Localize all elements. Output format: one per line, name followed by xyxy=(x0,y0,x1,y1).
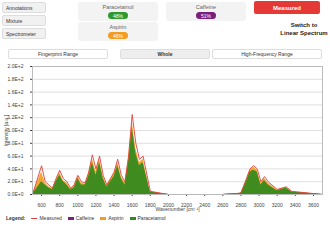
svg-text:1.8E+2: 1.8E+2 xyxy=(8,76,24,82)
html-text:Spectrometer: Spectrometer xyxy=(6,30,36,37)
html-text:Linear Spectrum: Linear Spectrum xyxy=(280,30,328,36)
svg-text:0.0E+0: 0.0E+0 xyxy=(8,191,24,197)
svg-text:2600: 2600 xyxy=(217,202,228,208)
svg-text:Intensity [a.u.]: Intensity [a.u.] xyxy=(3,114,9,146)
html-text:Measured: Measured xyxy=(273,4,301,11)
svg-text:2.0E+1: 2.0E+1 xyxy=(8,178,24,184)
svg-text:4.0E+1: 4.0E+1 xyxy=(8,166,24,172)
svg-text:3400: 3400 xyxy=(290,202,301,208)
svg-text:Wavenumber [cm⁻¹]: Wavenumber [cm⁻¹] xyxy=(155,206,200,212)
svg-text:6.0E+1: 6.0E+1 xyxy=(8,153,24,159)
svg-text:8.0E+1: 8.0E+1 xyxy=(8,140,24,146)
svg-text:600: 600 xyxy=(37,202,46,208)
html-text:Caffeine: Caffeine xyxy=(195,4,217,10)
html-text:Aspirin: Aspirin xyxy=(108,215,124,221)
html-text:Mixture: Mixture xyxy=(6,17,23,24)
html-text:Paracetamol: Paracetamol xyxy=(102,4,134,10)
svg-text:3600: 3600 xyxy=(308,202,319,208)
html-text:Switch to: Switch to xyxy=(290,22,318,29)
html-text:Whole: Whole xyxy=(157,51,173,57)
svg-text:2.0E+2: 2.0E+2 xyxy=(8,63,24,69)
svg-text:1.2E+2: 1.2E+2 xyxy=(8,114,24,120)
html-text:Aspirin: Aspirin xyxy=(109,24,127,30)
svg-text:2800: 2800 xyxy=(235,202,246,208)
html-text:51%: 51% xyxy=(201,12,211,19)
svg-text:1000: 1000 xyxy=(72,202,83,208)
html-text:48%: 48% xyxy=(113,12,123,19)
svg-text:1.6E+2: 1.6E+2 xyxy=(8,89,24,95)
html-text:Caffeine: Caffeine xyxy=(75,215,95,221)
svg-text:3000: 3000 xyxy=(254,202,265,208)
html-text:Measured: Measured xyxy=(39,215,62,221)
svg-text:1.4E+2: 1.4E+2 xyxy=(8,102,24,108)
svg-text:1.0E+2: 1.0E+2 xyxy=(8,127,24,133)
html-text:Annotations: Annotations xyxy=(6,4,33,11)
svg-text:1400: 1400 xyxy=(109,202,120,208)
html-text:Legend:: Legend: xyxy=(6,215,26,221)
svg-text:800: 800 xyxy=(56,202,65,208)
svg-text:1800: 1800 xyxy=(145,202,156,208)
html-text:High-Frequency Range: High-Frequency Range xyxy=(241,51,293,57)
svg-text:1600: 1600 xyxy=(127,202,138,208)
html-text:Paracetamol: Paracetamol xyxy=(137,215,166,221)
html-text:46%: 46% xyxy=(113,32,123,39)
html-text:Fingerprint Range: Fingerprint Range xyxy=(38,51,78,57)
svg-text:2400: 2400 xyxy=(199,202,210,208)
svg-text:1200: 1200 xyxy=(90,202,101,208)
svg-text:3200: 3200 xyxy=(272,202,283,208)
